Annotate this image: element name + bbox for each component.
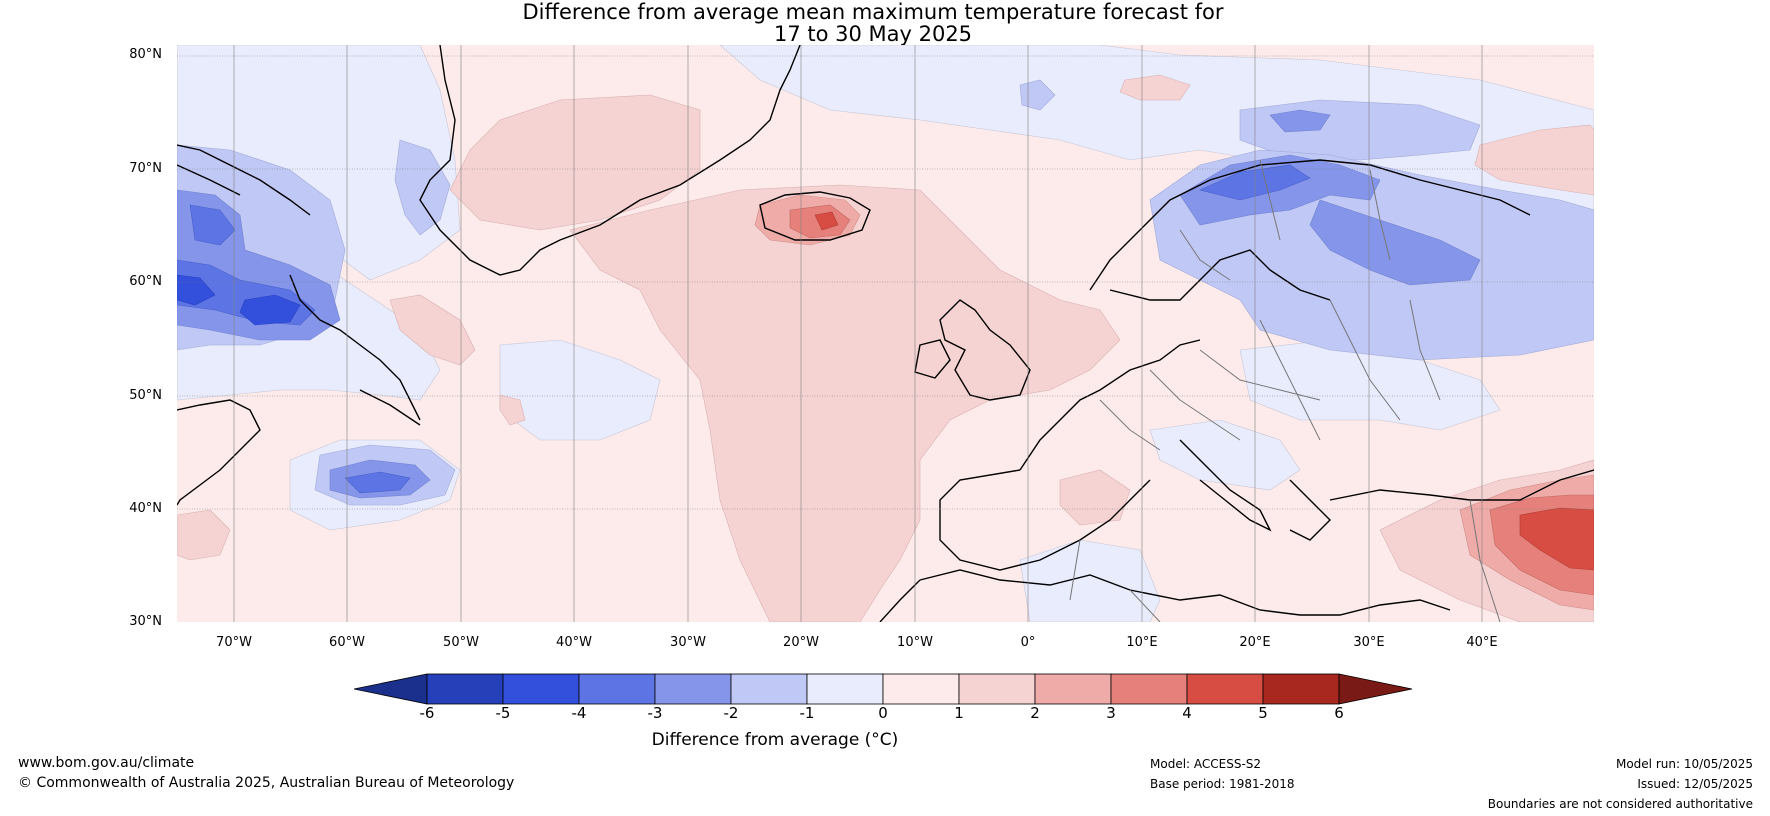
- anomaly-region-cool: [394, 139, 451, 236]
- lon-label: 60°W: [329, 635, 365, 650]
- map-title-line1: Difference from average mean maximum tem…: [522, 0, 1224, 24]
- colorbar-cell: [882, 673, 960, 705]
- colorbar-cell: [958, 673, 1036, 705]
- lon-label: 40°E: [1466, 635, 1498, 650]
- anomaly-region-warm: [449, 94, 701, 231]
- lon-label: 40°W: [556, 635, 592, 650]
- colorbar-cell: [806, 673, 884, 705]
- colorbar-tick-label: -6: [419, 704, 435, 722]
- anomaly-region-cool: [189, 204, 236, 246]
- anomaly-region-warm: [1519, 507, 1594, 571]
- footer-copyright: © Commonwealth of Australia 2025, Austra…: [18, 775, 515, 791]
- colorbar-tick-label: 4: [1182, 704, 1192, 722]
- footer-model: Model: ACCESS-S2: [1150, 757, 1262, 771]
- footer-website: www.bom.gov.au/climate: [18, 755, 195, 771]
- colorbar-cell: [730, 673, 808, 705]
- footer-disclaimer: Boundaries are not considered authoritat…: [1487, 797, 1753, 811]
- colorbar-cell: [1262, 673, 1340, 705]
- colorbar-cell: [1186, 673, 1264, 705]
- coastlines: [177, 45, 1594, 622]
- colorbar-extend-high: [1338, 673, 1413, 705]
- lat-label: 50°N: [129, 388, 162, 403]
- colorbar-tick-label: -3: [647, 704, 663, 722]
- colorbar-tick-label: 3: [1106, 704, 1116, 722]
- colorbar-cell: [502, 673, 580, 705]
- meridians: [233, 45, 1483, 622]
- anomaly-region-cool: [1309, 199, 1481, 286]
- colorbar-cell: [654, 673, 732, 705]
- lon-label: 10°E: [1126, 635, 1158, 650]
- anomaly-region-cool: [344, 471, 411, 494]
- colorbar-cell: [578, 673, 656, 705]
- colorbar-cell: [1034, 673, 1112, 705]
- anomaly-region-warm: [1474, 124, 1594, 196]
- anomaly-region-warm: [1059, 469, 1131, 526]
- anomaly-region-warm: [389, 294, 476, 366]
- anomaly-region-cool: [177, 274, 216, 306]
- lat-label: 30°N: [129, 614, 162, 629]
- colorbar-cell: [1110, 673, 1188, 705]
- lon-label: 10°W: [897, 635, 933, 650]
- anomaly-region-warm: [499, 394, 526, 426]
- lon-label: 30°W: [670, 635, 706, 650]
- colorbar-label: Difference from average (°C): [651, 730, 899, 750]
- anomaly-region-cool: [1269, 109, 1331, 133]
- footer-issued: Issued: 12/05/2025: [1637, 777, 1753, 791]
- colorbar-tick-label: 1: [954, 704, 964, 722]
- map-title-line2: 17 to 30 May 2025: [773, 22, 973, 46]
- anomaly-region-warm: [177, 509, 231, 561]
- lon-label: 0°: [1020, 635, 1036, 650]
- footer-base-period: Base period: 1981-2018: [1150, 777, 1295, 791]
- colorbar-tick-label: 0: [878, 704, 888, 722]
- colorbar-tick-label: -4: [571, 704, 587, 722]
- colorbar-tick-label: -1: [799, 704, 815, 722]
- colorbar-tick-label: 5: [1258, 704, 1268, 722]
- colorbar-tick-label: 2: [1030, 704, 1040, 722]
- lon-label: 30°E: [1353, 635, 1385, 650]
- anomaly-region-cool: [1149, 419, 1301, 491]
- colorbar-cell: [426, 673, 504, 705]
- anomaly-region-cool: [239, 294, 301, 326]
- lat-label: 40°N: [129, 501, 162, 516]
- colorbar-extend-low: [353, 673, 428, 705]
- lat-label: 60°N: [129, 274, 162, 289]
- gridlines: [177, 55, 1594, 510]
- lon-label: 20°W: [783, 635, 819, 650]
- lat-label: 70°N: [129, 161, 162, 176]
- lon-label: 70°W: [216, 635, 252, 650]
- lat-label: 80°N: [129, 47, 162, 62]
- colorbar-tick-label: 6: [1334, 704, 1344, 722]
- anomaly-region-warm: [569, 184, 1121, 622]
- colorbar-tick-label: -5: [495, 704, 511, 722]
- lon-label: 50°W: [443, 635, 479, 650]
- lon-label: 20°E: [1239, 635, 1271, 650]
- anomaly-region-warm: [814, 211, 839, 231]
- anomaly-region-warm: [1119, 74, 1191, 101]
- country-borders: [1069, 159, 1501, 622]
- anomaly-region-cool: [1019, 79, 1056, 111]
- colorbar-tick-label: -2: [723, 704, 739, 722]
- footer-model-run: Model run: 10/05/2025: [1615, 757, 1753, 771]
